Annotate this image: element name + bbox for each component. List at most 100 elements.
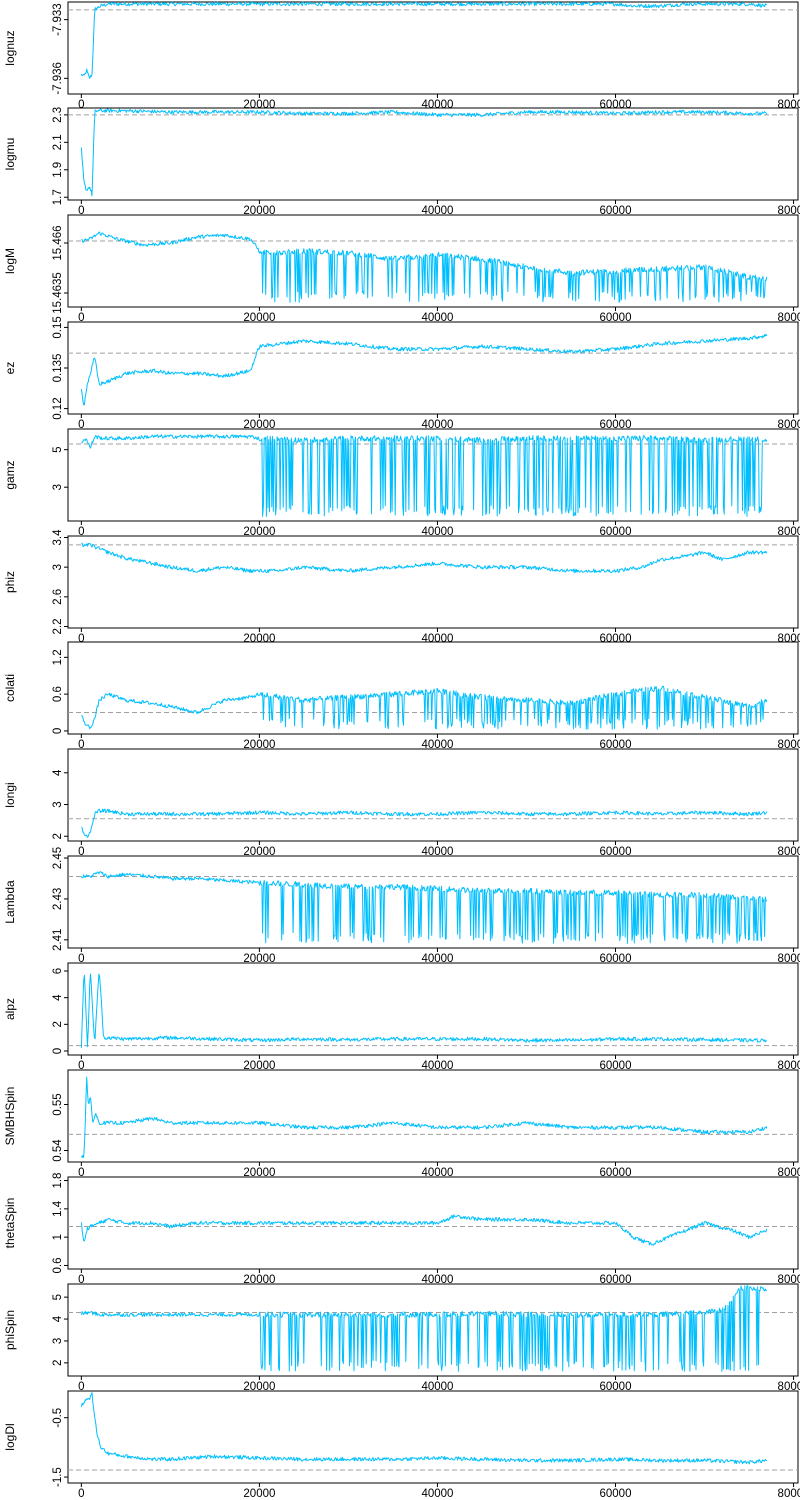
x-tick-label: 20000	[243, 1167, 275, 1179]
x-tick-label: 0	[78, 1060, 84, 1072]
x-tick-label: 0	[78, 205, 84, 217]
x-tick-label: 60000	[600, 1488, 632, 1500]
y-axis-label: logM	[3, 248, 17, 274]
y-tick-label: 15.4635	[52, 272, 64, 314]
x-tick-label: 20000	[243, 526, 275, 538]
x-tick-label: 60000	[600, 739, 632, 751]
y-tick-label: 5	[52, 446, 64, 452]
x-tick-label: 20000	[243, 1381, 275, 1393]
plot-frame	[67, 1, 799, 95]
y-tick-label: 0.6	[52, 686, 64, 702]
y-tick-label: 2.41	[52, 929, 64, 951]
y-tick-label: 0.55	[52, 1093, 64, 1115]
x-tick-label: 60000	[600, 1381, 632, 1393]
y-axis-label: phiSpin	[3, 1310, 17, 1350]
x-tick-label: 40000	[421, 1488, 453, 1500]
y-tick-label: -1.5	[52, 1467, 64, 1487]
x-tick-label: 20000	[243, 205, 275, 217]
x-tick-label: 0	[78, 953, 84, 965]
x-tick-label: 60000	[600, 633, 632, 645]
x-tick-label: 0	[78, 1488, 84, 1500]
x-tick-label: 40000	[421, 739, 453, 751]
trace-series-phiSpin	[80, 1285, 767, 1372]
y-axis-label: logmu	[3, 138, 17, 171]
plot-frame	[67, 428, 799, 522]
trace-series-longi	[81, 808, 768, 838]
x-tick-label: 0	[78, 633, 84, 645]
y-tick-label: 1.4	[52, 1200, 64, 1217]
x-tick-label: 0	[78, 739, 84, 751]
y-tick-label: 1.7	[52, 189, 64, 205]
plot-frame	[67, 107, 799, 201]
plot-frame	[67, 1069, 799, 1163]
y-axis-label: SMBHSpin	[3, 1087, 17, 1146]
trace-series-logM	[81, 231, 768, 303]
y-tick-label: 0.135	[52, 354, 64, 383]
y-axis-label: alpz	[3, 998, 17, 1020]
trace-series-SMBHSpin	[80, 1076, 768, 1158]
x-tick-label: 20000	[243, 1488, 275, 1500]
x-tick-label: 0	[78, 99, 84, 111]
y-tick-label: -7.933	[52, 3, 64, 36]
y-tick-label: 1.2	[52, 649, 64, 665]
x-tick-label: 60000	[600, 1060, 632, 1072]
trace-series-thetaSpin	[80, 1214, 768, 1246]
y-tick-label: 0.12	[52, 397, 64, 419]
x-tick-label: 40000	[421, 526, 453, 538]
y-tick-label: 3.4	[52, 529, 64, 546]
y-tick-label: 2.1	[52, 134, 64, 150]
y-tick-label: 3	[52, 801, 64, 807]
x-tick-label: 20000	[243, 846, 275, 858]
trace-series-logmu	[80, 108, 768, 197]
y-tick-label: 2.45	[52, 847, 64, 869]
plot-frame	[67, 855, 799, 949]
x-tick-label: 0	[78, 419, 84, 431]
y-tick-label: 1	[52, 1234, 64, 1240]
x-tick-label: 40000	[421, 1381, 453, 1393]
y-tick-label: -0.5	[52, 1408, 64, 1428]
x-tick-label: 0	[78, 526, 84, 538]
trace-series-ez	[80, 333, 768, 406]
x-tick-label: 40000	[421, 1060, 453, 1072]
plot-frame	[67, 748, 799, 842]
y-axis-label: ez	[3, 362, 17, 375]
trace-series-alpz	[80, 973, 768, 1048]
x-tick-label: 0	[78, 312, 84, 324]
plot-frame	[67, 962, 799, 1056]
x-tick-label: 40000	[421, 312, 453, 324]
y-tick-label: 2.3	[52, 107, 64, 123]
plot-frame	[67, 1176, 799, 1270]
y-tick-label: 2.6	[52, 589, 64, 605]
plot-frame	[67, 641, 799, 735]
y-tick-label: 4	[52, 769, 64, 776]
x-tick-label: 60000	[600, 526, 632, 538]
x-tick-label: 20000	[243, 312, 275, 324]
x-tick-label: 20000	[243, 633, 275, 645]
x-tick-label: 60000	[600, 1274, 632, 1286]
x-tick-label: 20000	[243, 953, 275, 965]
x-tick-label: 60000	[600, 99, 632, 111]
plot-frame	[67, 1283, 799, 1377]
y-axis-label: logDl	[3, 1423, 17, 1450]
trace-series-Lambda	[80, 871, 767, 944]
x-tick-label: 0	[78, 1274, 84, 1286]
x-tick-label: 0	[78, 1381, 84, 1393]
